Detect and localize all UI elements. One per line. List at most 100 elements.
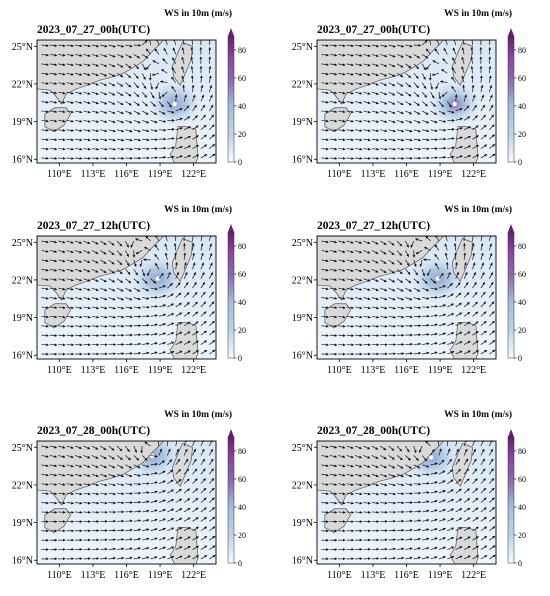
x-tick-label: 116°E xyxy=(114,169,139,180)
wind-arrow xyxy=(142,342,150,346)
wind-arrow xyxy=(91,72,99,77)
wind-arrow xyxy=(74,138,83,142)
wind-arrow xyxy=(346,91,354,95)
x-tick-label: 116°E xyxy=(114,570,139,581)
wind-arrow xyxy=(405,138,413,142)
wind-arrow xyxy=(183,116,191,121)
wind-arrow xyxy=(413,101,420,106)
wind-arrow xyxy=(183,94,187,102)
wind-arrow xyxy=(421,73,426,80)
y-tick-label: 25°N xyxy=(292,443,313,454)
wind-arrow xyxy=(388,82,396,87)
wind-arrow xyxy=(191,84,195,93)
wind-arrow xyxy=(49,128,58,132)
wind-arrow xyxy=(49,82,58,85)
wind-arrow xyxy=(208,84,213,93)
wind-arrow xyxy=(461,56,465,64)
wind-arrow xyxy=(141,73,146,80)
wind-arrow xyxy=(174,94,178,102)
wind-arrow xyxy=(438,146,447,150)
wind-arrow xyxy=(338,91,346,95)
colorbar-tick-label: 40 xyxy=(518,298,526,307)
wind-arrow xyxy=(125,147,133,151)
colorbar-title: WS in 10m (m/s) xyxy=(444,204,512,215)
wind-arrow xyxy=(158,119,167,123)
wind-arrow xyxy=(405,147,413,151)
wind-arrow xyxy=(209,330,216,336)
wind-arrow xyxy=(199,75,203,83)
x-tick-label: 119°E xyxy=(428,169,453,180)
wind-arrow xyxy=(91,287,99,291)
wind-arrow xyxy=(108,72,116,77)
wind-arrow xyxy=(421,63,426,71)
hainan-island xyxy=(324,107,351,133)
wind-arrow xyxy=(133,129,141,133)
wind-arrow xyxy=(66,287,74,291)
wind-arrow xyxy=(91,334,100,337)
wind-arrow xyxy=(83,138,91,142)
wind-arrow xyxy=(329,53,338,57)
wind-arrow xyxy=(208,272,213,279)
x-tick-label: 116°E xyxy=(394,365,419,376)
wind-arrow xyxy=(108,278,116,283)
wind-arrow xyxy=(329,44,338,48)
wind-arrow xyxy=(396,72,404,78)
chart-panel-2: 2023_07_27_00h(UTC) 110°E 113°E 116°E 119°E 1… xyxy=(292,8,526,180)
wind-arrow xyxy=(463,116,471,121)
wind-arrow xyxy=(208,56,212,64)
wind-arrow xyxy=(91,110,99,114)
wind-arrow xyxy=(405,63,412,69)
wind-arrow xyxy=(167,303,175,308)
wind-arrow xyxy=(66,306,74,310)
wind-arrow xyxy=(371,119,380,123)
wind-arrow xyxy=(141,269,146,277)
wind-arrow xyxy=(41,110,49,113)
wind-arrow xyxy=(183,292,190,298)
wind-arrow xyxy=(175,282,181,289)
wind-arrow xyxy=(158,146,167,150)
colorbar: WS in 10m (m/s) 0 20 40 60 80 xyxy=(164,8,246,167)
chart-panel-4: 2023_07_27_12h(UTC) 110°E 113°E 116°E 119°E 1… xyxy=(292,204,526,376)
wind-arrow xyxy=(142,138,150,142)
wind-arrow xyxy=(49,119,58,123)
wind-arrow xyxy=(183,321,191,327)
wind-arrow xyxy=(91,250,99,254)
wind-arrow xyxy=(164,252,168,260)
wind-arrow xyxy=(41,82,49,85)
wind-arrow xyxy=(190,40,194,46)
wind-arrow xyxy=(142,323,150,327)
wind-arrow xyxy=(380,101,388,105)
wind-arrow xyxy=(133,287,141,292)
wind-arrow xyxy=(108,287,116,292)
colorbar-scale xyxy=(507,231,515,359)
wind-arrow xyxy=(192,125,199,131)
wind-arrow xyxy=(455,107,463,112)
y-tick-label: 25°N xyxy=(292,42,313,53)
wind-arrow xyxy=(183,282,189,289)
wind-arrow xyxy=(58,119,66,123)
wind-arrow xyxy=(142,287,150,292)
wind-arrow xyxy=(100,101,108,105)
wind-arrow xyxy=(480,114,486,121)
wind-arrow xyxy=(175,312,183,317)
wind-arrow xyxy=(116,297,125,301)
wind-arrow xyxy=(164,40,168,46)
wind-arrow xyxy=(200,311,207,317)
wind-arrow xyxy=(108,82,116,87)
wind-arrow xyxy=(58,315,66,319)
wind-arrow xyxy=(58,147,66,151)
colorbar-tick-label: 60 xyxy=(238,270,246,279)
wind-arrow xyxy=(463,154,472,159)
wind-arrow xyxy=(133,342,142,346)
wind-arrow xyxy=(338,156,346,160)
wind-arrow xyxy=(413,138,422,142)
wind-arrow xyxy=(405,82,412,88)
wind-arrow xyxy=(463,105,470,112)
wind-arrow xyxy=(363,91,371,95)
wind-arrow xyxy=(91,268,99,273)
wind-arrow xyxy=(158,304,167,308)
colorbar-tick-label: 40 xyxy=(238,102,246,111)
wind-arrow xyxy=(426,63,431,70)
wind-arrow xyxy=(116,324,125,328)
colorbar-scale xyxy=(227,436,235,564)
